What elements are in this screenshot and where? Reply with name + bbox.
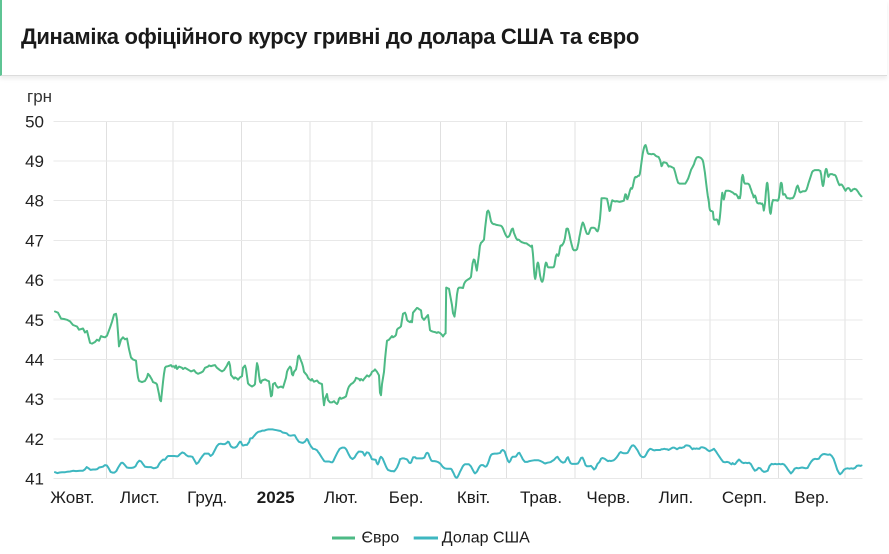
svg-text:Лист.: Лист.	[120, 488, 160, 507]
svg-text:Черв.: Черв.	[586, 488, 630, 507]
svg-text:43: 43	[25, 390, 44, 409]
svg-text:50: 50	[25, 112, 44, 131]
svg-text:2025: 2025	[257, 488, 295, 507]
svg-text:Євро: Євро	[362, 530, 400, 547]
svg-text:48: 48	[25, 192, 44, 211]
svg-text:Жовт.: Жовт.	[50, 488, 94, 507]
svg-text:Лют.: Лют.	[324, 488, 358, 507]
svg-text:46: 46	[25, 271, 44, 290]
svg-text:49: 49	[25, 152, 44, 171]
svg-text:Трав.: Трав.	[520, 488, 562, 507]
svg-text:41: 41	[25, 470, 44, 489]
svg-text:Вер.: Вер.	[794, 488, 829, 507]
svg-text:47: 47	[25, 231, 44, 250]
svg-text:грн: грн	[27, 87, 52, 106]
svg-text:Серп.: Серп.	[722, 488, 767, 507]
svg-text:Долар США: Долар США	[442, 530, 530, 547]
svg-text:Квіт.: Квіт.	[457, 488, 490, 507]
svg-text:Груд.: Груд.	[187, 488, 227, 507]
svg-text:42: 42	[25, 430, 44, 449]
svg-text:Бер.: Бер.	[389, 488, 424, 507]
svg-text:44: 44	[25, 351, 44, 370]
svg-text:Лип.: Лип.	[659, 488, 694, 507]
svg-text:45: 45	[25, 311, 44, 330]
